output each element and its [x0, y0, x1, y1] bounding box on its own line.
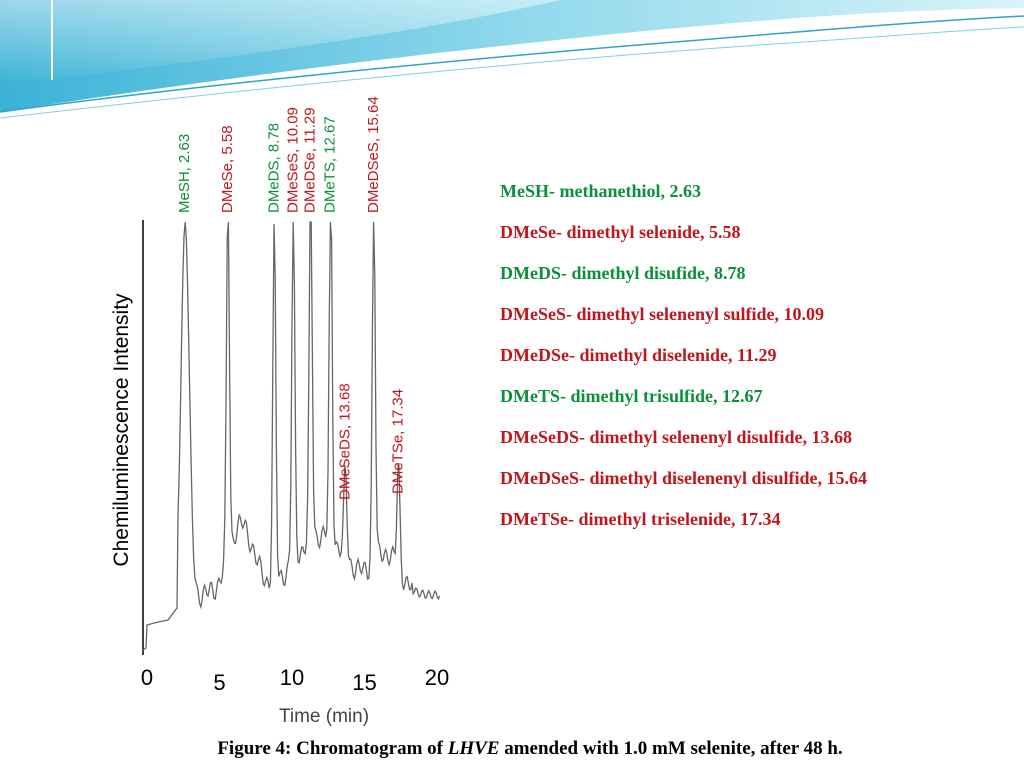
peak-label: DMeDSe, 11.29: [302, 107, 319, 213]
legend-item: MeSH- methanethiol, 2.63: [500, 181, 701, 201]
x-tick-label: 10: [280, 665, 304, 690]
peak-label: MeSH, 2.63: [176, 134, 193, 213]
peak-label: DMeTSe, 17.34: [389, 389, 406, 494]
legend-item: DMeDS- dimethyl disufide, 8.78: [500, 263, 746, 283]
caption-suffix: amended with 1.0 mM selenite, after 48 h…: [499, 738, 843, 759]
legend-item: DMeSeS- dimethyl selenenyl sulfide, 10.0…: [500, 304, 824, 324]
peak-label: DMeSeDS, 13.68: [336, 383, 353, 500]
legend-item: DMeTS- dimethyl trisulfide, 12.67: [500, 386, 763, 406]
chromatogram-trace: [142, 221, 441, 651]
x-axis-title: Time (min): [279, 706, 369, 727]
legend-item: DMeTSe- dimethyl triselenide, 17.34: [500, 509, 781, 529]
peak-label: DMeSe, 5.58: [219, 125, 236, 213]
compound-legend: MeSH- methanethiol, 2.63 DMeSe- dimethyl …: [500, 176, 1020, 545]
caption-prefix: Figure 4: Chromatogram of: [217, 738, 448, 759]
caption-italic: LHVE: [447, 738, 500, 759]
x-tick-label: 5: [213, 670, 225, 695]
legend-item: DMeSeDS- dimethyl selenenyl disulfide, 1…: [500, 427, 853, 447]
peak-labels: MeSH, 2.63 DMeSe, 5.58 DMeDS, 8.78 DMeSeS, …: [176, 96, 406, 500]
peak-label: DMeSeS, 10.09: [284, 107, 301, 213]
legend-item: DMeSe- dimethyl selenide, 5.58: [500, 222, 741, 242]
legend-item: DMeDSe- dimethyl diselenide, 11.29: [500, 345, 777, 365]
legend-item: DMeDSeS- dimethyl diselenenyl disulfide,…: [500, 468, 868, 488]
x-tick-labels: 0 5 10 15 20: [141, 665, 449, 695]
peak-label: DMeDS, 8.78: [265, 123, 282, 213]
x-tick-label: 20: [425, 665, 449, 690]
x-tick-label: 0: [141, 665, 153, 690]
y-axis-title: Chemiluminescence Intensity: [110, 293, 133, 567]
x-tick-label: 15: [352, 670, 376, 695]
figure-caption: Figure 4: Chromatogram of LHVE amended w…: [0, 738, 1024, 760]
peak-label: DMeTS, 12.67: [322, 116, 339, 213]
slide-header-decoration: [0, 0, 1024, 119]
peak-label: DMeDSeS, 15.64: [365, 96, 382, 213]
